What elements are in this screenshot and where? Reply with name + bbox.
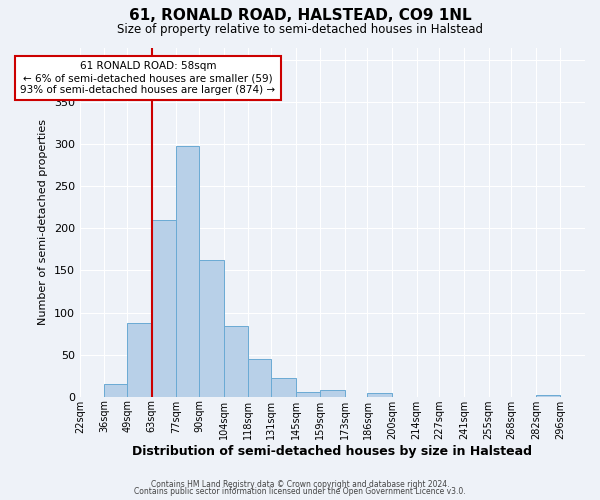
Bar <box>271 378 296 396</box>
Y-axis label: Number of semi-detached properties: Number of semi-detached properties <box>38 119 48 325</box>
Bar <box>536 395 560 396</box>
Bar <box>248 359 271 397</box>
Bar <box>296 392 320 396</box>
Bar <box>104 384 127 396</box>
Text: Contains public sector information licensed under the Open Government Licence v3: Contains public sector information licen… <box>134 487 466 496</box>
Bar <box>367 394 392 396</box>
Text: 61 RONALD ROAD: 58sqm
← 6% of semi-detached houses are smaller (59)
93% of semi-: 61 RONALD ROAD: 58sqm ← 6% of semi-detac… <box>20 62 275 94</box>
Bar <box>224 326 248 396</box>
Bar <box>152 220 176 396</box>
Bar <box>127 324 152 396</box>
Text: Contains HM Land Registry data © Crown copyright and database right 2024.: Contains HM Land Registry data © Crown c… <box>151 480 449 489</box>
Bar <box>199 260 224 396</box>
Text: 61, RONALD ROAD, HALSTEAD, CO9 1NL: 61, RONALD ROAD, HALSTEAD, CO9 1NL <box>128 8 472 22</box>
X-axis label: Distribution of semi-detached houses by size in Halstead: Distribution of semi-detached houses by … <box>133 444 532 458</box>
Bar <box>320 390 344 396</box>
Bar <box>176 146 199 397</box>
Text: Size of property relative to semi-detached houses in Halstead: Size of property relative to semi-detach… <box>117 22 483 36</box>
